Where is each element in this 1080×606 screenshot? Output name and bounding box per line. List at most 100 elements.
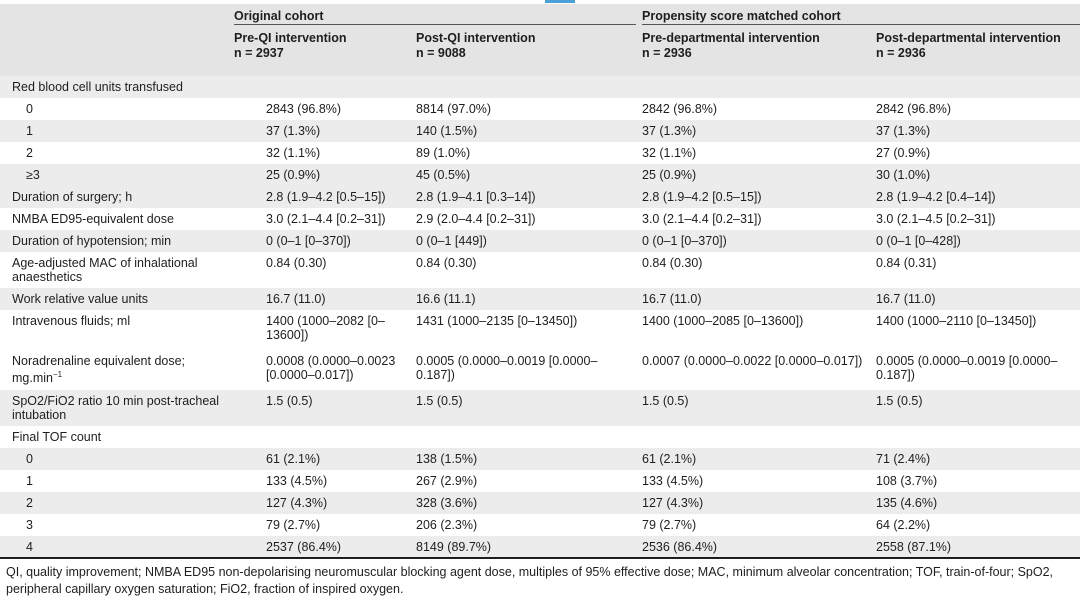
table-cell (410, 76, 636, 98)
table-cell: 2537 (86.4%) (228, 536, 410, 559)
link-fragment (545, 0, 575, 3)
row-label: 2 (0, 492, 228, 514)
table-cell: 3.0 (2.1–4.4 [0.2–31]) (642, 212, 762, 226)
table-cell: 8149 (89.7%) (410, 536, 636, 559)
table-row: 2 127 (4.3%) 328 (3.6%) 127 (4.3%) 135 (4.6%… (0, 492, 1080, 514)
table-cell: 267 (2.9%) (416, 474, 478, 488)
table-cell: 16.7 (11.0) (228, 288, 410, 310)
table-cell: 0.84 (0.30) (266, 256, 327, 270)
table-row: Red blood cell units transfused (0, 76, 1080, 98)
table-cell: 0 (0–1 [0–370]) (228, 230, 410, 252)
table-cell (870, 76, 1080, 98)
group-header-original: Original cohort (228, 4, 636, 29)
table-cell: 64 (2.2%) (876, 518, 931, 532)
table-row: 1 133 (4.5%) 267 (2.9%) 133 (4.5%) 108 (3.7%… (0, 470, 1080, 492)
table-cell: 27 (0.9%) (876, 146, 931, 160)
column-header-post-qi: Post-QI intervention n = 9088 (410, 29, 636, 76)
table-cell: 2.8 (1.9–4.2 [0.5–15]) (636, 186, 870, 208)
table-cell: 1.5 (0.5) (870, 390, 1080, 426)
table-cell (410, 426, 636, 448)
table-cell: 45 (0.5%) (410, 164, 636, 186)
table-row: 3 79 (2.7%) 206 (2.3%) 79 (2.7%) 64 (2.2%) (0, 514, 1080, 536)
table-cell: 0.0005 (0.0000–0.0019 [0.0000–0.187]) (876, 354, 1058, 382)
row-label: 0 (0, 448, 228, 470)
table-cell: 37 (1.3%) (870, 120, 1080, 142)
row-label: 2 (26, 146, 33, 160)
table-cell: 0.0008 (0.0000–0.0023 [0.0000–0.017]) (266, 354, 396, 382)
table-cell: 2842 (96.8%) (642, 102, 718, 116)
row-label: Noradrenaline equivalent dose; mg.min−1 (12, 354, 186, 386)
table-cell: 0.84 (0.31) (876, 256, 937, 270)
table-cell: 135 (4.6%) (870, 492, 1080, 514)
table-cell: 32 (1.1%) (266, 146, 321, 160)
row-label: 4 (0, 536, 228, 559)
table-cell (228, 426, 410, 448)
table-cell: 71 (2.4%) (870, 448, 1080, 470)
column-header-row: Pre-QI intervention n = 2937 Post-QI inte… (0, 29, 1080, 76)
row-label: 1 (26, 474, 33, 488)
table-row: Duration of hypotension; min 0 (0–1 [0–37… (0, 230, 1080, 252)
table-row: 2 32 (1.1%) 89 (1.0%) 32 (1.1%) 27 (0.9%) (0, 142, 1080, 164)
table-cell (636, 426, 870, 448)
table-cell: 138 (1.5%) (410, 448, 636, 470)
table-cell: 2.8 (1.9–4.2 [0.5–15]) (228, 186, 410, 208)
row-label: 1 (0, 120, 228, 142)
table-row: Duration of surgery; h 2.8 (1.9–4.2 [0.5–… (0, 186, 1080, 208)
table-cell: 79 (2.7%) (642, 518, 697, 532)
table-row: 4 2537 (86.4%) 8149 (89.7%) 2536 (86.4%) 255… (0, 536, 1080, 559)
table-cell: 61 (2.1%) (228, 448, 410, 470)
table-cell: 0.0005 (0.0000–0.0019 [0.0000–0.187]) (416, 354, 598, 382)
table-cell: 1400 (1000–2082 [0–13600]) (266, 314, 385, 342)
table-row: ≥3 25 (0.9%) 45 (0.5%) 25 (0.9%) 30 (1.0%) (0, 164, 1080, 186)
table-cell: 2843 (96.8%) (266, 102, 342, 116)
table-body: Red blood cell units transfused 0 2843 (96… (0, 76, 1080, 559)
row-label: Red blood cell units transfused (0, 76, 228, 98)
table-cell: 0.84 (0.30) (416, 256, 477, 270)
row-label: Work relative value units (0, 288, 228, 310)
table-cell (870, 426, 1080, 448)
table-cell: 8814 (97.0%) (416, 102, 492, 116)
table-cell: 127 (4.3%) (228, 492, 410, 514)
table-cell: 16.6 (11.1) (410, 288, 636, 310)
table-cell: 0 (0–1 [0–370]) (636, 230, 870, 252)
table-row: Age-adjusted MAC of inhalational anaesth… (0, 252, 1080, 288)
table-cell: 2.8 (1.9–4.2 [0.4–14]) (870, 186, 1080, 208)
table-cell: 1431 (1000–2135 [0–13450]) (416, 314, 578, 328)
row-label: 3 (26, 518, 33, 532)
row-label: Age-adjusted MAC of inhalational anaesth… (12, 256, 198, 284)
table-cell: 140 (1.5%) (410, 120, 636, 142)
table-cell: 133 (4.5%) (266, 474, 328, 488)
table-cell: 1400 (1000–2110 [0–13450]) (876, 314, 1037, 328)
table-cell: 16.7 (11.0) (870, 288, 1080, 310)
table-row: Final TOF count (0, 426, 1080, 448)
row-label: 0 (26, 102, 33, 116)
table-cell: 0.0007 (0.0000–0.0022 [0.0000–0.017]) (642, 354, 863, 368)
table-cell: 2842 (96.8%) (876, 102, 952, 116)
table-cell: 3.0 (2.1–4.4 [0.2–31]) (266, 212, 386, 226)
table-cell: 0.84 (0.30) (642, 256, 703, 270)
table-cell: 32 (1.1%) (642, 146, 697, 160)
group-header-matched: Propensity score matched cohort (636, 4, 1080, 29)
column-header-pre-dept: Pre-departmental intervention n = 2936 (636, 29, 870, 76)
table-cell: 2536 (86.4%) (636, 536, 870, 559)
table-cell: 37 (1.3%) (636, 120, 870, 142)
table-cell: 127 (4.3%) (636, 492, 870, 514)
table-row: Intravenous fluids; ml 1400 (1000–2082 [0… (0, 310, 1080, 350)
table-cell: 2558 (87.1%) (870, 536, 1080, 559)
unit-superscript: −1 (52, 370, 63, 379)
table-cell: 1.5 (0.5) (636, 390, 870, 426)
row-label: Intravenous fluids; ml (12, 314, 131, 328)
group-header-row: Original cohort Propensity score matched… (0, 4, 1080, 29)
table-row: NMBA ED95-equivalent dose 3.0 (2.1–4.4 [0… (0, 208, 1080, 230)
table-row: Work relative value units 16.7 (11.0) 16.6… (0, 288, 1080, 310)
table-cell: 30 (1.0%) (870, 164, 1080, 186)
table-cell: 3.0 (2.1–4.5 [0.2–31]) (876, 212, 996, 226)
table-cell: 79 (2.7%) (266, 518, 321, 532)
table-cell (636, 76, 870, 98)
table-cell: 0 (0–1 [449]) (410, 230, 636, 252)
table-cell: 133 (4.5%) (642, 474, 704, 488)
row-label: ≥3 (0, 164, 228, 186)
table-cell: 61 (2.1%) (636, 448, 870, 470)
table-row: Noradrenaline equivalent dose; mg.min−1 0… (0, 350, 1080, 390)
column-header-post-dept: Post-departmental intervention n = 2936 (870, 29, 1080, 76)
